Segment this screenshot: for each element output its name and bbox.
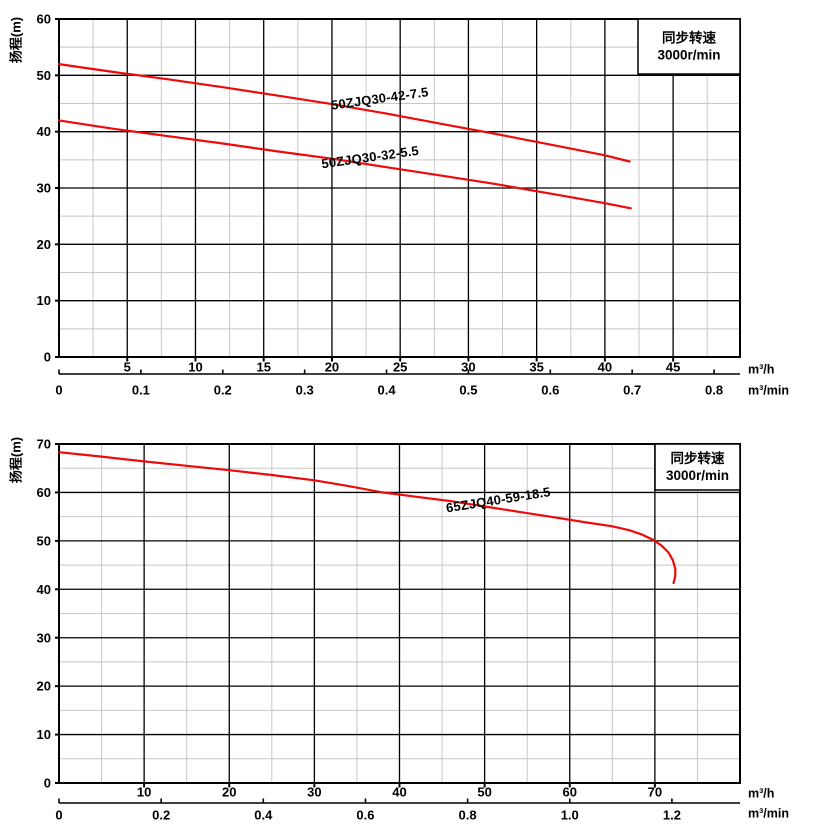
legend-line: 同步转速 bbox=[662, 30, 716, 46]
x2-tick-label: 0.6 bbox=[541, 383, 559, 398]
y-tick-label: 60 bbox=[37, 485, 51, 500]
x2-unit-label: m³/min bbox=[748, 806, 789, 820]
y-tick-label: 50 bbox=[37, 533, 51, 548]
x-tick-label: 45 bbox=[666, 360, 680, 375]
y-tick-label: 20 bbox=[37, 679, 51, 694]
y-axis-title: 扬程(m) bbox=[9, 437, 24, 483]
legend-line: 3000r/min bbox=[666, 468, 729, 483]
y-tick-label: 70 bbox=[37, 437, 51, 452]
x-tick-label: 30 bbox=[461, 360, 475, 375]
curve-label: 65ZJQ40-59-18.5 bbox=[445, 484, 552, 515]
x-tick-label: 20 bbox=[325, 360, 339, 375]
x2-tick-label: 0.7 bbox=[623, 383, 641, 398]
y-tick-label: 40 bbox=[37, 582, 51, 597]
x-tick-label: 60 bbox=[563, 785, 577, 800]
y-tick-label: 0 bbox=[44, 776, 51, 791]
x2-tick-label: 0 bbox=[55, 383, 62, 398]
x-tick-label: 40 bbox=[392, 785, 406, 800]
x-tick-label: 25 bbox=[393, 360, 407, 375]
legend-box bbox=[637, 18, 741, 75]
y-tick-label: 30 bbox=[37, 630, 51, 645]
y-tick-label: 10 bbox=[37, 727, 51, 742]
y-tick-label: 10 bbox=[37, 293, 51, 308]
x-tick-label: 20 bbox=[222, 785, 236, 800]
legend-box bbox=[654, 443, 741, 491]
y-axis-title: 扬程(m) bbox=[9, 17, 24, 63]
x2-tick-label: 0.2 bbox=[214, 383, 232, 398]
pump-curve bbox=[57, 119, 632, 210]
x2-tick-label: 0.1 bbox=[132, 383, 150, 398]
x2-tick-label: 0.3 bbox=[296, 383, 314, 398]
y-tick-label: 20 bbox=[37, 237, 51, 252]
x2-tick-label: 0.8 bbox=[459, 808, 477, 823]
x2-tick-label: 0.4 bbox=[254, 808, 273, 823]
x-tick-label: 10 bbox=[188, 360, 202, 375]
x-tick-label: 40 bbox=[598, 360, 612, 375]
x2-tick-label: 1.0 bbox=[561, 808, 579, 823]
x2-tick-label: 0.6 bbox=[356, 808, 374, 823]
x2-tick-label: 0.8 bbox=[705, 383, 723, 398]
legend-line: 3000r/min bbox=[657, 48, 720, 63]
y-tick-label: 30 bbox=[37, 181, 51, 196]
x-tick-label: 10 bbox=[137, 785, 151, 800]
x-tick-label: 35 bbox=[529, 360, 543, 375]
x-tick-label: 70 bbox=[648, 785, 662, 800]
legend-line: 同步转速 bbox=[671, 450, 725, 466]
x-unit-label: m³/h bbox=[748, 362, 774, 376]
x2-tick-label: 0.5 bbox=[459, 383, 477, 398]
x-unit-label: m³/h bbox=[748, 786, 774, 800]
curve-label: 50ZJQ30-32-5.5 bbox=[320, 143, 419, 172]
x2-tick-label: 0.4 bbox=[377, 383, 396, 398]
curve-label: 50ZJQ30-42-7.5 bbox=[330, 84, 429, 113]
x2-tick-label: 0 bbox=[55, 808, 62, 823]
x-tick-label: 5 bbox=[124, 360, 131, 375]
x2-tick-label: 1.2 bbox=[663, 808, 681, 823]
pump-curve bbox=[57, 451, 677, 585]
x2-unit-label: m³/min bbox=[748, 383, 789, 397]
y-tick-label: 50 bbox=[37, 68, 51, 83]
x2-tick-label: 0.2 bbox=[152, 808, 170, 823]
x-tick-label: 15 bbox=[256, 360, 270, 375]
y-tick-label: 0 bbox=[44, 350, 51, 365]
y-tick-label: 60 bbox=[37, 12, 51, 27]
y-tick-label: 40 bbox=[37, 124, 51, 139]
pump-curve bbox=[57, 62, 631, 163]
x-tick-label: 30 bbox=[307, 785, 321, 800]
x-tick-label: 50 bbox=[477, 785, 491, 800]
